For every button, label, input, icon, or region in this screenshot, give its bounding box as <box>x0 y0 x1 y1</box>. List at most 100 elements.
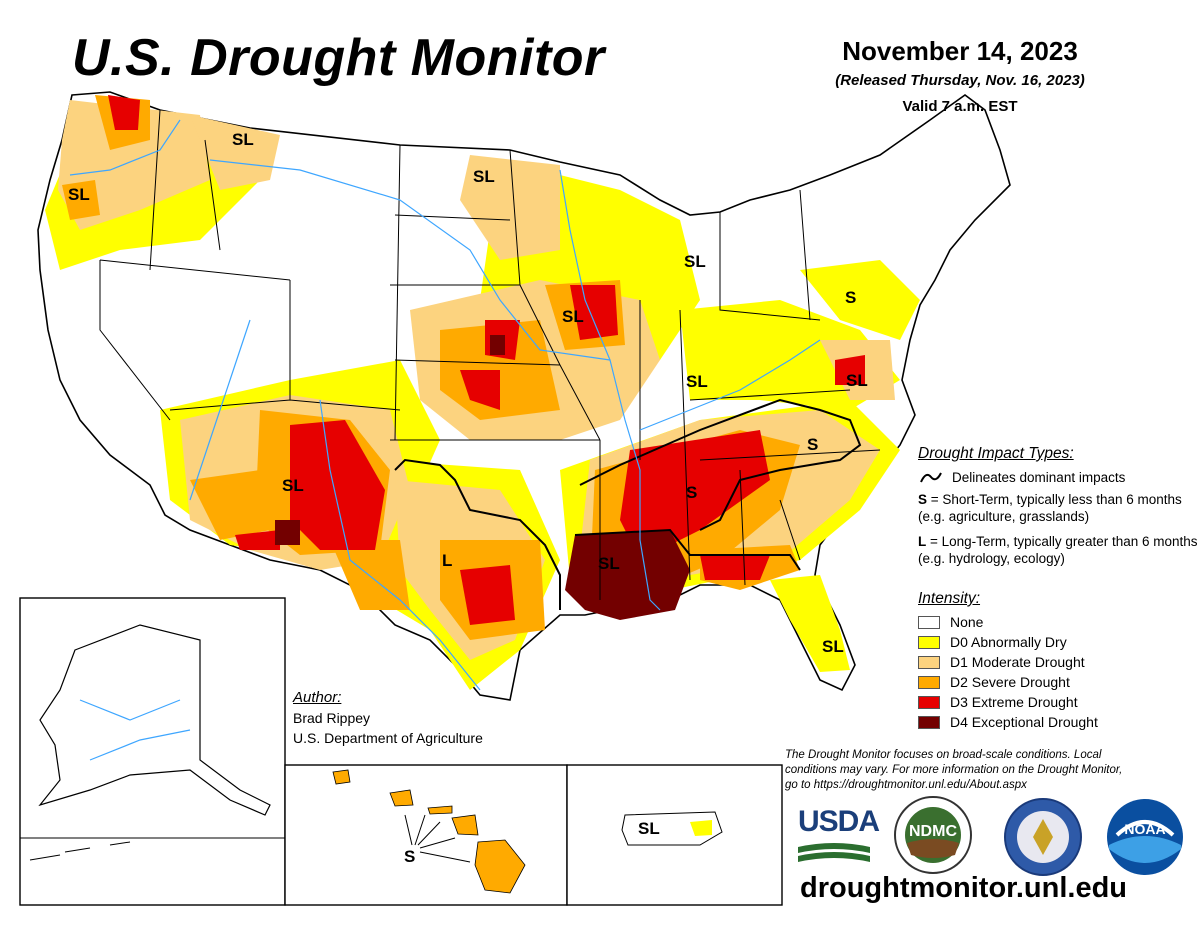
hawaii-big-island <box>474 839 526 894</box>
noaa-logo-text: NOAA <box>1124 821 1166 837</box>
d3-washington <box>108 95 140 130</box>
d3-arizona <box>235 530 280 550</box>
intensity-swatch <box>918 615 940 629</box>
map-label: L <box>442 551 452 570</box>
intensity-label: D1 Moderate Drought <box>950 654 1085 670</box>
ndmc-seal-icon <box>894 796 972 874</box>
hawaii-callout-line <box>419 837 456 849</box>
hawaii-maui <box>451 814 479 836</box>
d3-kansas <box>460 370 500 410</box>
ndmc-logo[interactable]: NDMC <box>893 795 973 875</box>
columbia-river <box>69 119 181 176</box>
map-label: SL <box>598 554 620 573</box>
map-label: S <box>807 435 818 454</box>
missouri-river <box>209 159 611 361</box>
commerce-seal-icon <box>1004 798 1082 876</box>
state-line-central <box>390 149 691 600</box>
hawaii-callout-line <box>414 814 426 846</box>
noaa-seal-icon <box>1107 799 1183 875</box>
noaa-logo[interactable]: NOAA <box>1105 797 1185 877</box>
intensity-legend-row: None <box>918 614 1178 630</box>
d3-alabama <box>700 555 770 580</box>
map-label: SL <box>282 476 304 495</box>
intensity-swatch <box>918 715 940 729</box>
map-label: SL <box>638 819 660 838</box>
rio-grande <box>319 399 481 691</box>
commerce-logo[interactable] <box>1003 797 1083 877</box>
state-lines <box>99 109 881 600</box>
valid-time: Valid 7 a.m. EST <box>902 98 1018 115</box>
hawaii-kauai <box>332 769 351 785</box>
usda-logo[interactable]: USDA <box>798 805 880 865</box>
impact-line-southwest <box>394 458 561 610</box>
map-label: SL <box>822 637 844 656</box>
short-term-key: S <box>918 492 928 507</box>
map-label: SL <box>473 167 495 186</box>
map-label: SL <box>846 371 868 390</box>
long-term-text: = Long-Term, typically greater than 6 mo… <box>918 534 1198 566</box>
d4-louisiana-mississippi <box>565 530 690 620</box>
d3-iowa <box>570 285 618 340</box>
hawaii-islands <box>332 769 526 894</box>
website-url[interactable]: droughtmonitor.unl.edu <box>800 872 1128 904</box>
impact-legend-title: Drought Impact Types: <box>918 445 1074 462</box>
author-name: Brad Rippey <box>293 710 371 726</box>
impact-line-south <box>579 398 862 531</box>
d3-tennessee-mississippi <box>620 430 770 560</box>
impact-legend: Drought Impact Types: Delineates dominan… <box>918 445 1198 575</box>
delineation-label: Delineates dominant impacts <box>952 469 1126 485</box>
d4-areas <box>275 335 690 620</box>
impact-line-deep-south <box>574 528 801 571</box>
hawaii-callout-lines <box>404 814 471 863</box>
map-label: S <box>404 847 415 866</box>
map-date: November 14, 2023 <box>842 36 1078 66</box>
intensity-legend-row: D3 Extreme Drought <box>918 694 1178 710</box>
intensity-label: D2 Severe Drought <box>950 674 1070 690</box>
ohio-river <box>639 339 821 431</box>
map-labels: SL SL SL SL SL S SL SL SL S S SL L SL SL… <box>68 130 868 866</box>
ndmc-logo-text: NDMC <box>909 823 957 840</box>
intensity-swatch <box>918 675 940 689</box>
d3-texas <box>460 565 515 625</box>
long-term-key: L <box>918 534 927 549</box>
author-heading: Author: <box>293 689 342 706</box>
intensity-swatch <box>918 635 940 649</box>
map-label: SL <box>68 185 90 204</box>
d4-nebraska <box>490 335 505 355</box>
state-line-west <box>99 109 401 441</box>
map-label: S <box>686 483 697 502</box>
colorado-river <box>189 319 251 501</box>
intensity-legend: Intensity: None D0 Abnormally Dry D1 Mod… <box>918 590 1178 734</box>
delineation-line-icon <box>920 472 942 483</box>
usda-hills-icon <box>798 843 870 862</box>
usda-logo-text: USDA <box>798 805 880 838</box>
map-title: U.S. Drought Monitor <box>72 29 605 87</box>
hawaii-oahu <box>389 789 414 807</box>
hawaii-callout-line <box>417 821 441 846</box>
alaska-shape <box>38 624 271 816</box>
delineation-legend-row: Delineates dominant impacts <box>918 469 1198 485</box>
mississippi-river <box>559 169 661 611</box>
alaska-aleutians <box>29 841 131 861</box>
hawaii-callout-line <box>404 814 413 846</box>
release-date: (Released Thursday, Nov. 16, 2023) <box>835 72 1085 89</box>
intensity-label: D3 Extreme Drought <box>950 694 1078 710</box>
d3-virginia <box>835 355 865 385</box>
intensity-legend-row: D4 Exceptional Drought <box>918 714 1178 730</box>
impact-lines <box>394 398 862 610</box>
intensity-swatch <box>918 695 940 709</box>
intensity-legend-row: D2 Severe Drought <box>918 674 1178 690</box>
disclaimer-note: The Drought Monitor focuses on broad-sca… <box>785 749 1123 791</box>
state-line-east <box>689 189 881 586</box>
map-label: SL <box>232 130 254 149</box>
intensity-legend-row: D0 Abnormally Dry <box>918 634 1178 650</box>
map-label: S <box>845 288 856 307</box>
map-label: SL <box>684 252 706 271</box>
intensity-legend-title: Intensity: <box>918 590 981 607</box>
d1-dakotas <box>460 155 560 260</box>
intensity-swatch <box>918 655 940 669</box>
d1-montana <box>190 115 280 190</box>
d2-oregon <box>62 180 100 220</box>
d0-florida <box>770 575 850 672</box>
